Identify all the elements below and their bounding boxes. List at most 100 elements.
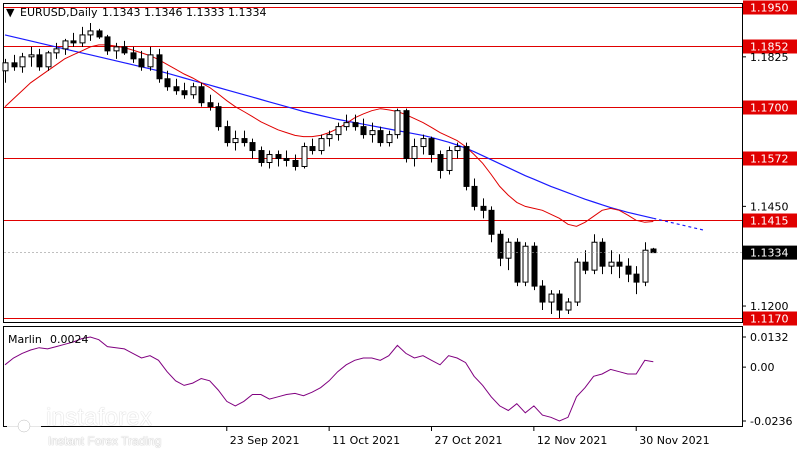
candle-bull — [266, 154, 273, 163]
candle-bull — [335, 126, 342, 136]
candle-bear — [556, 293, 563, 311]
candle-bull — [386, 134, 393, 144]
candle-bear — [437, 154, 444, 171]
candle-bull — [318, 138, 325, 152]
candle-bear — [633, 273, 640, 283]
candle-bear — [514, 241, 521, 283]
oscillator-group — [4, 336, 654, 422]
level-label: 1.1700 — [750, 102, 789, 115]
time-axis: 23 Sep 2021 11 Oct 2021 27 Oct 2021 12 Nov … — [226, 426, 710, 447]
candle-bear — [480, 205, 487, 211]
candle-bear — [156, 54, 163, 80]
oscillator-label: 0.00 — [750, 361, 775, 374]
candle-bear — [531, 245, 538, 287]
candle-bear — [616, 261, 623, 267]
candle-bear — [582, 261, 589, 271]
candle-bear — [539, 285, 546, 303]
price-label: 1.1825 — [750, 51, 789, 64]
candle-bull — [19, 56, 26, 68]
oscillator-label: -0.0236 — [750, 415, 792, 428]
candle-bear — [275, 154, 282, 160]
candle-bear — [428, 138, 435, 156]
candle-bull — [326, 134, 333, 140]
candle-bull — [45, 52, 52, 68]
current-price-label: 1.1334 — [750, 247, 789, 260]
price-label: 1.1200 — [750, 300, 789, 313]
candle-bull — [113, 46, 120, 52]
candle-bear — [377, 130, 384, 144]
candle-bear — [283, 158, 290, 162]
candle-bull — [147, 54, 154, 68]
time-label: 23 Sep 2021 — [230, 434, 300, 447]
candle-bull — [301, 146, 308, 167]
candle-bear — [599, 241, 606, 267]
candle-bear — [625, 265, 632, 275]
oscillator-axis: 0.0132 0.00 -0.0236 — [742, 331, 792, 428]
candle-bear — [96, 30, 103, 38]
candle-bull — [642, 249, 649, 283]
candle-bear — [650, 248, 657, 254]
time-label: 11 Oct 2021 — [332, 434, 400, 447]
candle-bear — [36, 54, 43, 68]
slow-moving-average-projection — [653, 217, 705, 231]
time-label: 30 Nov 2021 — [639, 434, 709, 447]
candle-bull — [190, 86, 197, 96]
candle-bull — [505, 241, 512, 259]
candle-bear — [258, 150, 265, 164]
ohlc-readout: 1.1343 1.1346 1.1333 1.1334 — [102, 6, 266, 19]
marlin-oscillator-line — [4, 336, 654, 422]
candle-bear — [497, 233, 504, 259]
level-label: 1.1170 — [750, 313, 789, 326]
level-label-box — [743, 100, 797, 115]
candle-bear — [488, 209, 495, 235]
watermark-name: instaforex — [46, 404, 153, 431]
price-label: 1.1450 — [750, 200, 789, 213]
level-label-box — [743, 39, 797, 54]
candle-bull — [420, 138, 427, 148]
candle-bear — [224, 126, 231, 144]
watermark-tagline: Instant Forex Trading — [48, 434, 162, 448]
candle-bear — [70, 40, 77, 44]
candle-bull — [548, 293, 555, 303]
candle-bear — [130, 52, 137, 60]
symbol-timeframe: EURUSD,Daily — [20, 6, 98, 19]
candle-bear — [360, 126, 367, 136]
candle-bull — [394, 110, 401, 136]
candle-bear — [471, 185, 478, 207]
candle-bear — [181, 90, 188, 96]
candle-bear — [241, 138, 248, 144]
time-label: 12 Nov 2021 — [537, 434, 607, 447]
candlesticks — [2, 22, 657, 318]
candle-bear — [352, 122, 359, 128]
candle-bull — [87, 30, 94, 36]
watermark: instaforex Instant Forex Trading — [4, 404, 214, 452]
candle-bull — [411, 146, 418, 160]
candle-bear — [11, 62, 18, 68]
candle-bull — [565, 301, 572, 311]
oscillator-label: 0.0132 — [750, 331, 789, 344]
candle-bear — [164, 78, 171, 88]
level-label-box — [743, 151, 797, 166]
candle-bull — [28, 54, 35, 58]
level-label: 1.1950 — [750, 2, 789, 15]
candle-bull — [232, 138, 239, 144]
level-label: 1.1415 — [750, 215, 789, 228]
oscillator-panel[interactable] — [3, 326, 743, 427]
indicator-name: Marlin — [8, 333, 42, 346]
candle-bear — [215, 106, 222, 128]
candle-bull — [522, 245, 529, 283]
candle-bear — [173, 86, 180, 92]
candle-bear — [309, 146, 316, 152]
time-label: 27 Oct 2021 — [435, 434, 503, 447]
current-price-box — [743, 245, 797, 260]
candle-bear — [292, 160, 299, 167]
indicator-value: 0.0024 — [50, 333, 89, 346]
level-label-box — [743, 0, 797, 15]
level-label: 1.1852 — [750, 41, 789, 54]
slow-moving-average-line — [4, 34, 654, 219]
candle-bear — [463, 146, 470, 187]
candle-bull — [369, 130, 376, 136]
level-label: 1.1572 — [750, 153, 789, 166]
candle-bull — [62, 40, 69, 50]
